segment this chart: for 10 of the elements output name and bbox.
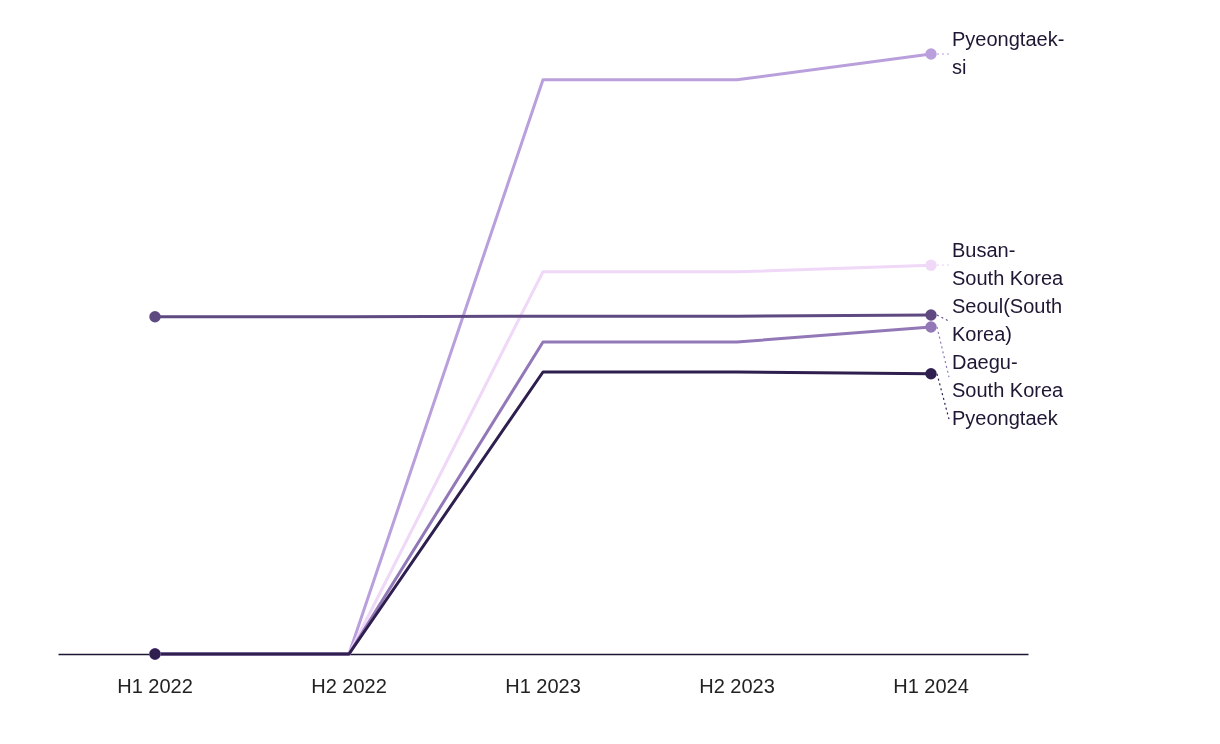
series-label: Pyeongtaek [952,407,1059,430]
legend-label: Busan-South Korea [952,239,1065,290]
legend-label: Pyeongtaek-si [952,28,1065,78]
x-tick-label: H2 2023 [699,674,775,697]
x-tick-label: H1 2023 [505,674,581,697]
x-tick-label: H2 2022 [311,674,387,697]
legend-label: Seoul(South Korea) [952,295,1063,346]
series-label: Daegu-South Korea [952,351,1065,402]
x-tick-label: H1 2022 [117,674,193,697]
x-tick-label: H1 2024 [893,674,969,697]
